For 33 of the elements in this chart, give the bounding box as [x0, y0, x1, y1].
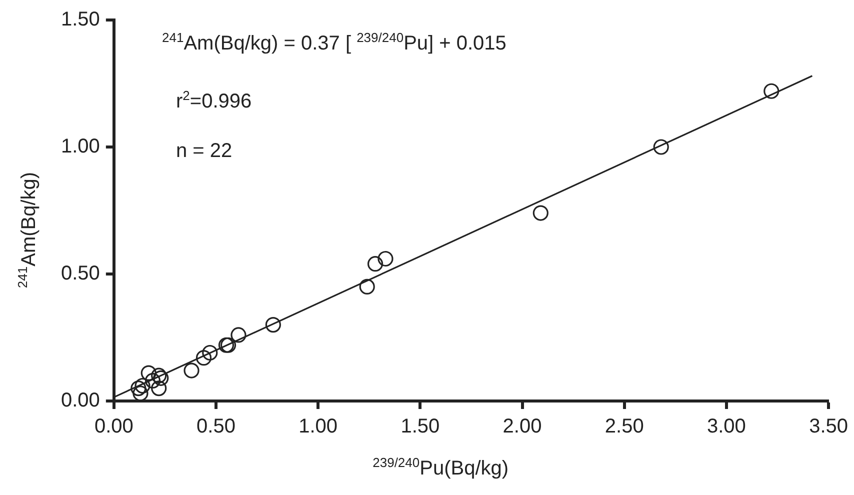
point — [359, 278, 375, 294]
point — [764, 83, 780, 99]
x-tick-label: 2.50 — [604, 416, 644, 438]
x-tick-label: 2.00 — [502, 416, 542, 438]
point — [378, 250, 394, 267]
point — [132, 386, 148, 401]
point — [532, 205, 548, 221]
x-tick-label: 0.50 — [196, 416, 236, 438]
point — [144, 372, 161, 388]
x-tick-label: 3.50 — [809, 416, 848, 438]
point — [130, 380, 146, 396]
point — [230, 327, 246, 343]
y-tick-label: 1.00 — [60, 136, 100, 158]
point — [653, 139, 669, 155]
point — [367, 256, 384, 272]
x-tick-label: 1.00 — [298, 416, 338, 438]
x-tick-label: 1.50 — [400, 416, 440, 438]
point — [196, 350, 212, 366]
point — [151, 380, 167, 396]
point — [134, 378, 150, 394]
y-tick-label: 0.00 — [60, 390, 100, 412]
annotation: r$^{2}$=0.996 — [176, 88, 252, 114]
annotation: n = 22 — [176, 140, 232, 163]
point — [202, 344, 218, 361]
point — [184, 362, 200, 378]
x-axis-title: $^{239/240}$Pu(Bq/kg) — [372, 455, 509, 481]
x-tick-label: 0.00 — [94, 416, 134, 438]
point — [265, 317, 281, 333]
x-tick-label: 3.00 — [706, 416, 746, 438]
annotation: $^{241}$Am(Bq/kg) = 0.37 [ $^{239/240}$Pu] + 0.015 — [162, 30, 506, 56]
y-tick-label: 1.50 — [60, 8, 100, 31]
point — [140, 365, 156, 381]
y-tick-label: 0.50 — [60, 262, 100, 285]
